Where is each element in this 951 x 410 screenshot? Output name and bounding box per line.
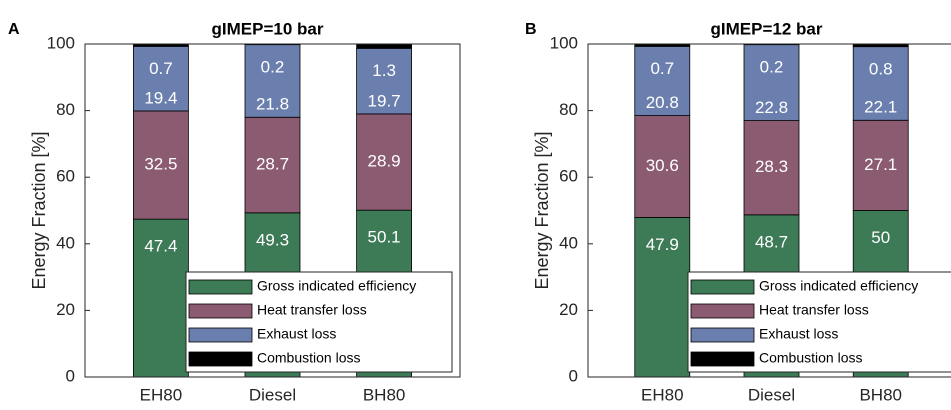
- value-label: 21.8: [256, 95, 289, 114]
- y-axis-label: Energy Fraction [%]: [532, 131, 552, 289]
- value-label: 47.4: [144, 237, 177, 256]
- x-tick-label: Diesel: [748, 385, 795, 404]
- axes-box: [84, 43, 461, 378]
- legend-swatch: [690, 351, 755, 367]
- bar-segment: [132, 218, 189, 378]
- value-label: 0.2: [760, 57, 784, 76]
- value-label: 28.7: [256, 155, 289, 174]
- y-tick-label: 20: [559, 300, 578, 319]
- x-tick-label: BH80: [363, 385, 406, 404]
- legend-label: Gross indicated efficiency: [257, 278, 416, 294]
- value-label: 47.9: [646, 235, 679, 254]
- y-tick-label: 80: [56, 100, 75, 119]
- value-label: 0.7: [650, 59, 674, 78]
- legend-label: Combustion loss: [759, 350, 863, 366]
- y-tick-label: 0: [569, 366, 578, 385]
- value-label: 0.8: [869, 59, 893, 78]
- value-label: 50.1: [368, 228, 401, 247]
- y-tick-label: 100: [47, 33, 75, 52]
- legend-swatch: [690, 303, 755, 319]
- legend-swatch: [188, 351, 253, 367]
- y-tick-label: 100: [550, 33, 578, 52]
- y-tick-label: 40: [56, 233, 75, 252]
- value-label: 20.8: [646, 93, 679, 112]
- panel-label: B: [525, 21, 537, 38]
- y-axis-label: Energy Fraction [%]: [29, 131, 49, 289]
- value-label: 19.7: [368, 91, 401, 110]
- x-tick-label: EH80: [140, 385, 183, 404]
- value-label: 0.7: [149, 59, 173, 78]
- bar-segment: [852, 46, 909, 121]
- y-tick-label: 0: [66, 366, 75, 385]
- value-label: 50: [871, 228, 890, 247]
- legend-swatch: [690, 279, 755, 295]
- legend-label: Heat transfer loss: [257, 302, 367, 318]
- panel-label: A: [8, 21, 20, 38]
- value-label: 1.3: [372, 61, 396, 80]
- bar-segment: [743, 44, 800, 121]
- legend-swatch: [690, 327, 755, 343]
- x-tick-label: Diesel: [249, 385, 296, 404]
- legend-label: Gross indicated efficiency: [759, 278, 918, 294]
- value-label: 0.2: [261, 57, 285, 76]
- value-label: 22.8: [755, 98, 788, 117]
- bar-segment: [244, 44, 301, 118]
- value-label: 30.6: [646, 156, 679, 175]
- axes-box: [587, 43, 951, 378]
- legend-label: Exhaust loss: [759, 326, 838, 342]
- bar-segment: [634, 217, 691, 378]
- bar-segment: [634, 45, 691, 116]
- value-label: 22.1: [864, 98, 897, 117]
- legend-label: Exhaust loss: [257, 326, 336, 342]
- y-tick-label: 60: [559, 167, 578, 186]
- value-label: 28.3: [755, 157, 788, 176]
- y-tick-label: 40: [559, 233, 578, 252]
- value-label: 19.4: [144, 88, 177, 107]
- legend-swatch: [188, 327, 253, 343]
- legend-label: Heat transfer loss: [759, 302, 869, 318]
- value-label: 27.1: [864, 155, 897, 174]
- y-tick-label: 60: [56, 167, 75, 186]
- value-label: 49.3: [256, 230, 289, 249]
- chart-title: gIMEP=12 bar: [711, 19, 823, 38]
- legend-label: Combustion loss: [257, 350, 361, 366]
- legend-swatch: [188, 303, 253, 319]
- bar-segment: [132, 110, 189, 220]
- chart-title: gIMEP=10 bar: [212, 19, 324, 38]
- bar-segment: [356, 113, 413, 211]
- x-tick-label: EH80: [641, 385, 684, 404]
- y-tick-label: 20: [56, 300, 75, 319]
- value-label: 32.5: [144, 155, 177, 174]
- bar-segment: [356, 43, 413, 49]
- value-label: 28.9: [368, 152, 401, 171]
- x-tick-label: BH80: [859, 385, 902, 404]
- bar-segment: [356, 47, 413, 115]
- bar-segment: [634, 115, 691, 218]
- value-label: 48.7: [755, 232, 788, 251]
- bar-segment: [852, 119, 909, 211]
- legend-swatch: [188, 279, 253, 295]
- y-tick-label: 80: [559, 100, 578, 119]
